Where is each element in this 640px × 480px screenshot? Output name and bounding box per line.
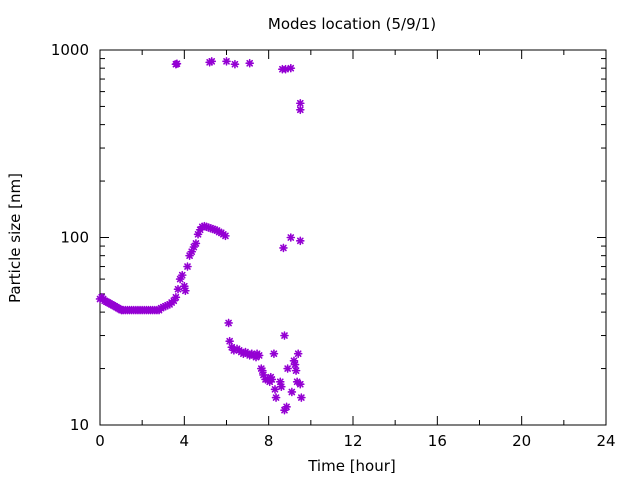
data-point — [293, 349, 303, 359]
y-tick-label: 10 — [70, 416, 89, 434]
data-point — [295, 236, 305, 246]
data-point — [286, 63, 296, 73]
data-point — [225, 336, 234, 346]
x-tick-label: 24 — [596, 432, 615, 450]
data-point — [295, 379, 305, 389]
plot-frame — [99, 49, 607, 426]
data-point — [221, 231, 230, 241]
data-points — [95, 57, 306, 415]
x-tick-label: 12 — [343, 432, 362, 450]
data-point — [270, 385, 280, 394]
data-point — [281, 64, 290, 74]
x-tick-label: 8 — [264, 432, 274, 450]
x-tick-label: 16 — [428, 432, 447, 450]
axis-ticks — [99, 49, 607, 426]
data-point — [280, 331, 289, 340]
data-point — [287, 387, 297, 397]
data-point — [277, 382, 286, 392]
x-tick-label: 0 — [95, 432, 105, 450]
data-point — [295, 105, 305, 115]
data-point — [177, 270, 187, 280]
data-point — [222, 57, 231, 66]
data-point — [254, 351, 264, 360]
data-point — [297, 393, 306, 402]
y-axis-label: Particle size [nm] — [6, 173, 24, 303]
data-point — [172, 59, 182, 69]
data-point — [269, 349, 279, 359]
data-point — [224, 318, 233, 328]
tick-labels: 0 4 8 12 16 20 24 10 100 1000 — [51, 41, 616, 450]
y-tick-label: 1000 — [51, 41, 89, 59]
x-tick-label: 20 — [512, 432, 531, 450]
data-point — [279, 243, 288, 253]
data-point — [183, 262, 192, 271]
data-point — [282, 402, 291, 412]
x-tick-label: 4 — [180, 432, 190, 450]
data-point — [207, 57, 217, 66]
data-point — [283, 364, 292, 373]
chart-title: Modes location (5/9/1) — [268, 15, 436, 33]
y-tick-label: 100 — [60, 229, 89, 247]
data-point — [291, 366, 301, 375]
data-point — [245, 58, 254, 68]
data-point — [191, 239, 201, 248]
data-point — [230, 59, 240, 69]
data-point — [286, 233, 296, 242]
x-axis-label: Time [hour] — [307, 457, 396, 475]
data-point — [173, 284, 183, 294]
data-point — [271, 393, 281, 402]
data-point — [171, 292, 181, 302]
data-point — [181, 286, 190, 296]
data-point — [290, 360, 300, 369]
data-point — [266, 372, 276, 382]
